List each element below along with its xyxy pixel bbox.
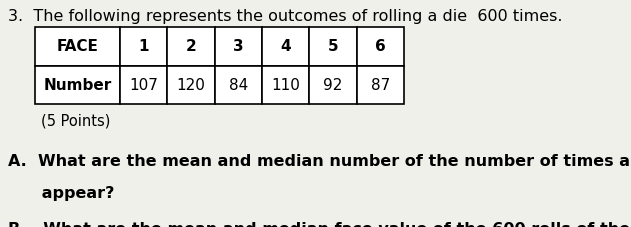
Text: 3: 3 bbox=[233, 39, 244, 54]
Text: 84: 84 bbox=[228, 78, 248, 93]
Text: FACE: FACE bbox=[56, 39, 98, 54]
Bar bbox=[262, 27, 309, 66]
Text: 92: 92 bbox=[323, 78, 343, 93]
Bar bbox=[215, 27, 262, 66]
Text: Number: Number bbox=[43, 78, 112, 93]
Text: 107: 107 bbox=[129, 78, 158, 93]
Text: 4: 4 bbox=[280, 39, 291, 54]
Text: A.  What are the mean and median number of the number of times a face will: A. What are the mean and median number o… bbox=[8, 154, 631, 169]
Bar bbox=[120, 66, 167, 104]
Bar bbox=[357, 27, 404, 66]
Text: 2: 2 bbox=[186, 39, 196, 54]
Bar bbox=[120, 27, 167, 66]
Bar bbox=[35, 27, 120, 66]
Text: B.   What are the mean and median face value of the 600 rolls of the die?: B. What are the mean and median face val… bbox=[8, 222, 631, 227]
Text: 3.  The following represents the outcomes of rolling a die  600 times.: 3. The following represents the outcomes… bbox=[8, 9, 562, 24]
Text: 110: 110 bbox=[271, 78, 300, 93]
Bar bbox=[167, 66, 215, 104]
Bar bbox=[262, 66, 309, 104]
Text: appear?: appear? bbox=[8, 186, 114, 201]
Text: 87: 87 bbox=[370, 78, 390, 93]
Text: (5 Points): (5 Points) bbox=[41, 114, 110, 128]
Bar bbox=[309, 66, 357, 104]
Bar bbox=[167, 27, 215, 66]
Bar bbox=[357, 66, 404, 104]
Text: 120: 120 bbox=[177, 78, 205, 93]
Text: 6: 6 bbox=[375, 39, 386, 54]
Text: 5: 5 bbox=[327, 39, 338, 54]
Bar bbox=[309, 27, 357, 66]
Bar bbox=[35, 66, 120, 104]
Text: 1: 1 bbox=[138, 39, 149, 54]
Bar bbox=[215, 66, 262, 104]
